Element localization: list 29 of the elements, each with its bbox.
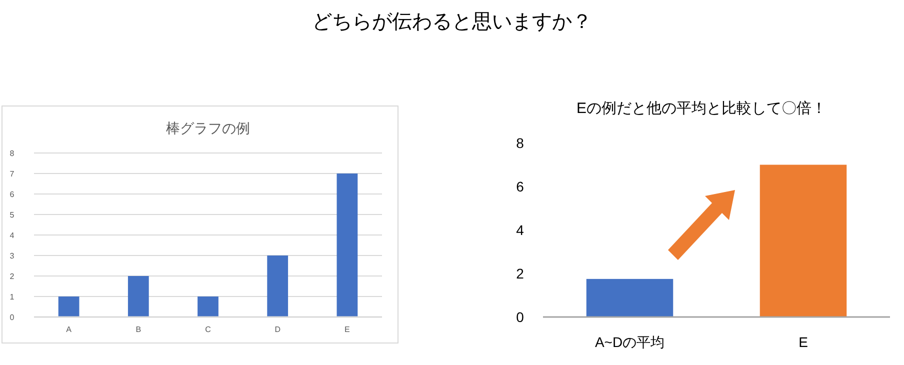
x-tick-label: A: [66, 325, 72, 334]
bar: [267, 256, 288, 317]
y-tick-label: 5: [10, 210, 15, 220]
x-tick-label: B: [136, 325, 142, 334]
y-tick-label: 4: [10, 230, 15, 240]
x-tick-label: C: [205, 325, 212, 334]
bar: [128, 276, 149, 317]
y-tick-label: 8: [10, 148, 15, 158]
y-tick-label: 8: [516, 134, 524, 151]
chart-title: 棒グラフの例: [166, 120, 250, 136]
y-tick-label: 7: [10, 169, 15, 178]
y-tick-label: 0: [10, 312, 15, 322]
chart-title: Eの例だと他の平均と比較して〇倍！: [576, 100, 827, 117]
y-tick-label: 1: [10, 292, 15, 302]
y-tick-label: 6: [516, 178, 524, 194]
y-tick-label: 4: [516, 222, 524, 238]
y-tick-label: 6: [10, 190, 15, 199]
x-tick-label: A~Dの平均: [594, 334, 665, 350]
x-tick-label: D: [274, 325, 281, 334]
y-tick-label: 2: [10, 272, 15, 281]
y-tick-label: 2: [516, 265, 524, 282]
y-tick-label: 3: [10, 251, 15, 260]
text: どちらが伝わると思いますか？: [312, 11, 592, 33]
bar: [58, 296, 80, 317]
bar: [336, 174, 358, 317]
x-tick-label: E: [798, 334, 808, 350]
x-tick-label: E: [344, 325, 350, 334]
y-tick-label: 0: [516, 308, 524, 325]
bar: [198, 296, 218, 317]
